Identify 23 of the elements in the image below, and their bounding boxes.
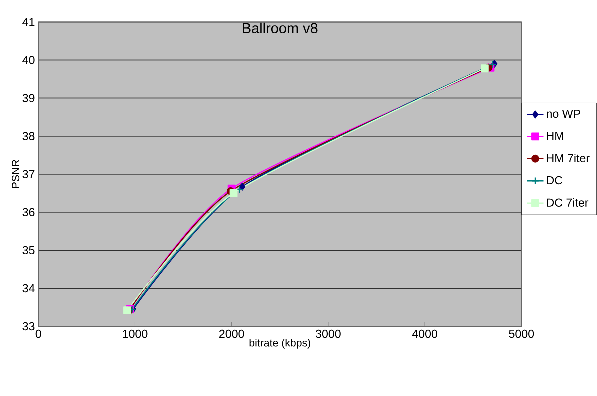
- y-tick-label: 36: [22, 208, 35, 216]
- legend-label: no WP: [547, 110, 580, 118]
- legend-label: DC 7iter: [547, 198, 589, 207]
- y-tick-label: 33: [22, 322, 35, 331]
- x-tick-label: 1000: [123, 330, 148, 338]
- x-tick-label: 3000: [316, 330, 341, 338]
- y-tick-label: 41: [22, 18, 35, 26]
- y-tick-label: 37: [22, 170, 35, 178]
- y-tick-label: 40: [22, 56, 35, 64]
- x-tick-label: 4000: [412, 330, 438, 338]
- x-tick-label: 2000: [220, 330, 244, 338]
- y-axis-title: PSNR: [12, 160, 20, 188]
- x-tick-label: 5000: [509, 330, 534, 338]
- legend-label: HM: [547, 132, 564, 140]
- y-tick-label: 34: [22, 284, 35, 293]
- y-tick-label: 38: [22, 132, 35, 140]
- legend-label: HM 7iter: [547, 154, 590, 162]
- y-tick-label: 35: [22, 246, 35, 255]
- legend-label: DC: [547, 176, 563, 185]
- chart-title: Ballroom v8: [243, 22, 318, 34]
- x-tick-label: 0: [36, 330, 42, 338]
- y-tick-label: 39: [22, 94, 35, 102]
- x-axis-title: bitrate (kbps): [250, 338, 310, 349]
